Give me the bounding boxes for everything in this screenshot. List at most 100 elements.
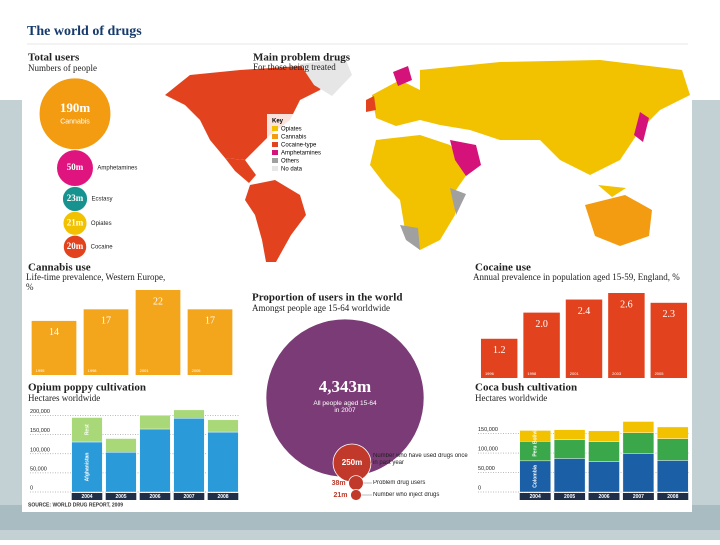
map-subtitle: For those being treated (253, 62, 336, 72)
x-tick-band (554, 493, 586, 500)
map-central-america (225, 158, 256, 183)
x-tick-label: 1998 (527, 371, 537, 376)
x-tick-label: 2006 (149, 494, 160, 500)
bubble-value-label: 23m (67, 193, 84, 203)
x-tick-label: 2007 (633, 494, 644, 500)
x-tick-label: 2001 (140, 368, 150, 373)
x-tick-band (588, 493, 620, 500)
bubble-value-label: 20m (67, 241, 84, 251)
map-middle-east (450, 140, 481, 176)
map-key-swatch (272, 142, 278, 147)
map-scandinavia (393, 66, 412, 86)
bar (83, 309, 129, 375)
bar (480, 338, 518, 378)
bubble-value-label: 21m (67, 217, 84, 227)
bubble (62, 234, 88, 259)
map-north-america (165, 66, 330, 160)
y-tick-label: 150,000 (478, 427, 498, 433)
bar-segment (588, 430, 620, 442)
chart-subtitle-box: Life-time prevalence, Western Europe, % (26, 272, 165, 292)
map-africa (370, 135, 470, 250)
bar-segment (553, 458, 586, 493)
series-label: Rest (84, 424, 90, 435)
x-tick-label: 2008 (217, 494, 228, 500)
x-tick-band (173, 493, 205, 500)
y-tick-label: 100,000 (30, 447, 50, 453)
x-tick-label: 2008 (667, 494, 678, 500)
source-note: SOURCE: WORLD DRUG REPORT, 2009 (28, 502, 123, 508)
bubble-category-label: Ecstasy (91, 196, 112, 202)
chart-subtitle: Numbers of people (28, 63, 97, 73)
x-tick-band (105, 493, 137, 500)
chart-subtitle-box: Annual prevalence in population aged 15-… (473, 272, 680, 282)
bar-segment (207, 419, 239, 433)
proportion-category-label-box: Number who have used drugs once in past … (373, 453, 468, 466)
bubble-value-label: 50m (67, 162, 84, 172)
proportion-category-label-box: All people aged 15-64 in 2007 (313, 400, 376, 414)
x-tick-label: 1996 (485, 371, 495, 376)
bar-value-label: 22 (153, 296, 163, 307)
proportion-value-label: 4,343m (319, 377, 371, 396)
bar-value-label: 2.6 (620, 299, 633, 310)
y-tick-label: 100,000 (478, 447, 498, 453)
map-se-asia-islands (598, 185, 626, 197)
map-key-swatch (272, 126, 278, 131)
map-key-box (267, 114, 347, 178)
map-key-title: Key (272, 119, 284, 125)
bar-segment (71, 417, 103, 443)
bar-segment (105, 452, 137, 493)
map-key-label: Opiates (281, 127, 302, 133)
proportion-value-label: 38m (332, 480, 346, 487)
x-tick-band (519, 493, 551, 500)
map-key-swatch (272, 150, 278, 155)
series-label: Peru (533, 446, 539, 457)
bubble-category-label: Opiates (91, 221, 112, 227)
chart-title: Total users (28, 52, 80, 64)
bar (135, 290, 181, 375)
x-tick-label: 2004 (530, 494, 541, 500)
map-key-swatch (272, 158, 278, 163)
x-tick-band (207, 493, 239, 500)
bar-segment (622, 432, 655, 454)
bar (650, 302, 688, 378)
chart-title: Cocaine use (475, 262, 531, 274)
map-key-label: Cocaine-type (281, 143, 317, 149)
x-tick-label: 2007 (183, 494, 194, 500)
bar-value-label: 1.2 (493, 345, 506, 356)
x-tick-label: 2005 (115, 494, 126, 500)
proportion-leader (370, 456, 373, 464)
bubble-value-label: 190m (60, 100, 91, 115)
map-southern-africa (400, 225, 420, 250)
x-tick-label: 1998 (88, 368, 98, 373)
bar (187, 309, 233, 375)
bubble-category-label: Cannabis (60, 119, 90, 126)
bar-segment (71, 441, 103, 493)
map-south-america (245, 180, 306, 262)
bar-segment (553, 429, 586, 441)
x-tick-band (657, 493, 689, 500)
chart-subtitle: Amongst people age 15-64 worldwide (252, 303, 390, 313)
proportion-circle (348, 475, 364, 491)
map-europe (372, 80, 420, 126)
x-tick-band (71, 493, 103, 500)
y-tick-label: 50,000 (30, 466, 47, 472)
proportion-circle (350, 489, 362, 501)
x-tick-label: 2004 (81, 494, 92, 500)
proportion-category-label: Number who have used drugs once in past … (373, 453, 468, 466)
bar-segment (519, 430, 551, 442)
map-key-swatch (272, 166, 278, 171)
bar-segment (588, 441, 620, 462)
map-japan (634, 112, 649, 142)
y-tick-label: 0 (478, 485, 481, 491)
bar-segment (588, 461, 620, 493)
bar-segment (173, 418, 205, 493)
chart-subtitle: Hectares worldwide (475, 393, 547, 403)
series-label: Afghanistan (84, 453, 90, 482)
bar-segment (139, 428, 171, 493)
map-key-label: No data (281, 167, 303, 173)
chart-subtitle: Hectares worldwide (28, 393, 100, 403)
x-tick-label: 2001 (570, 371, 580, 376)
bar-segment (519, 460, 551, 493)
